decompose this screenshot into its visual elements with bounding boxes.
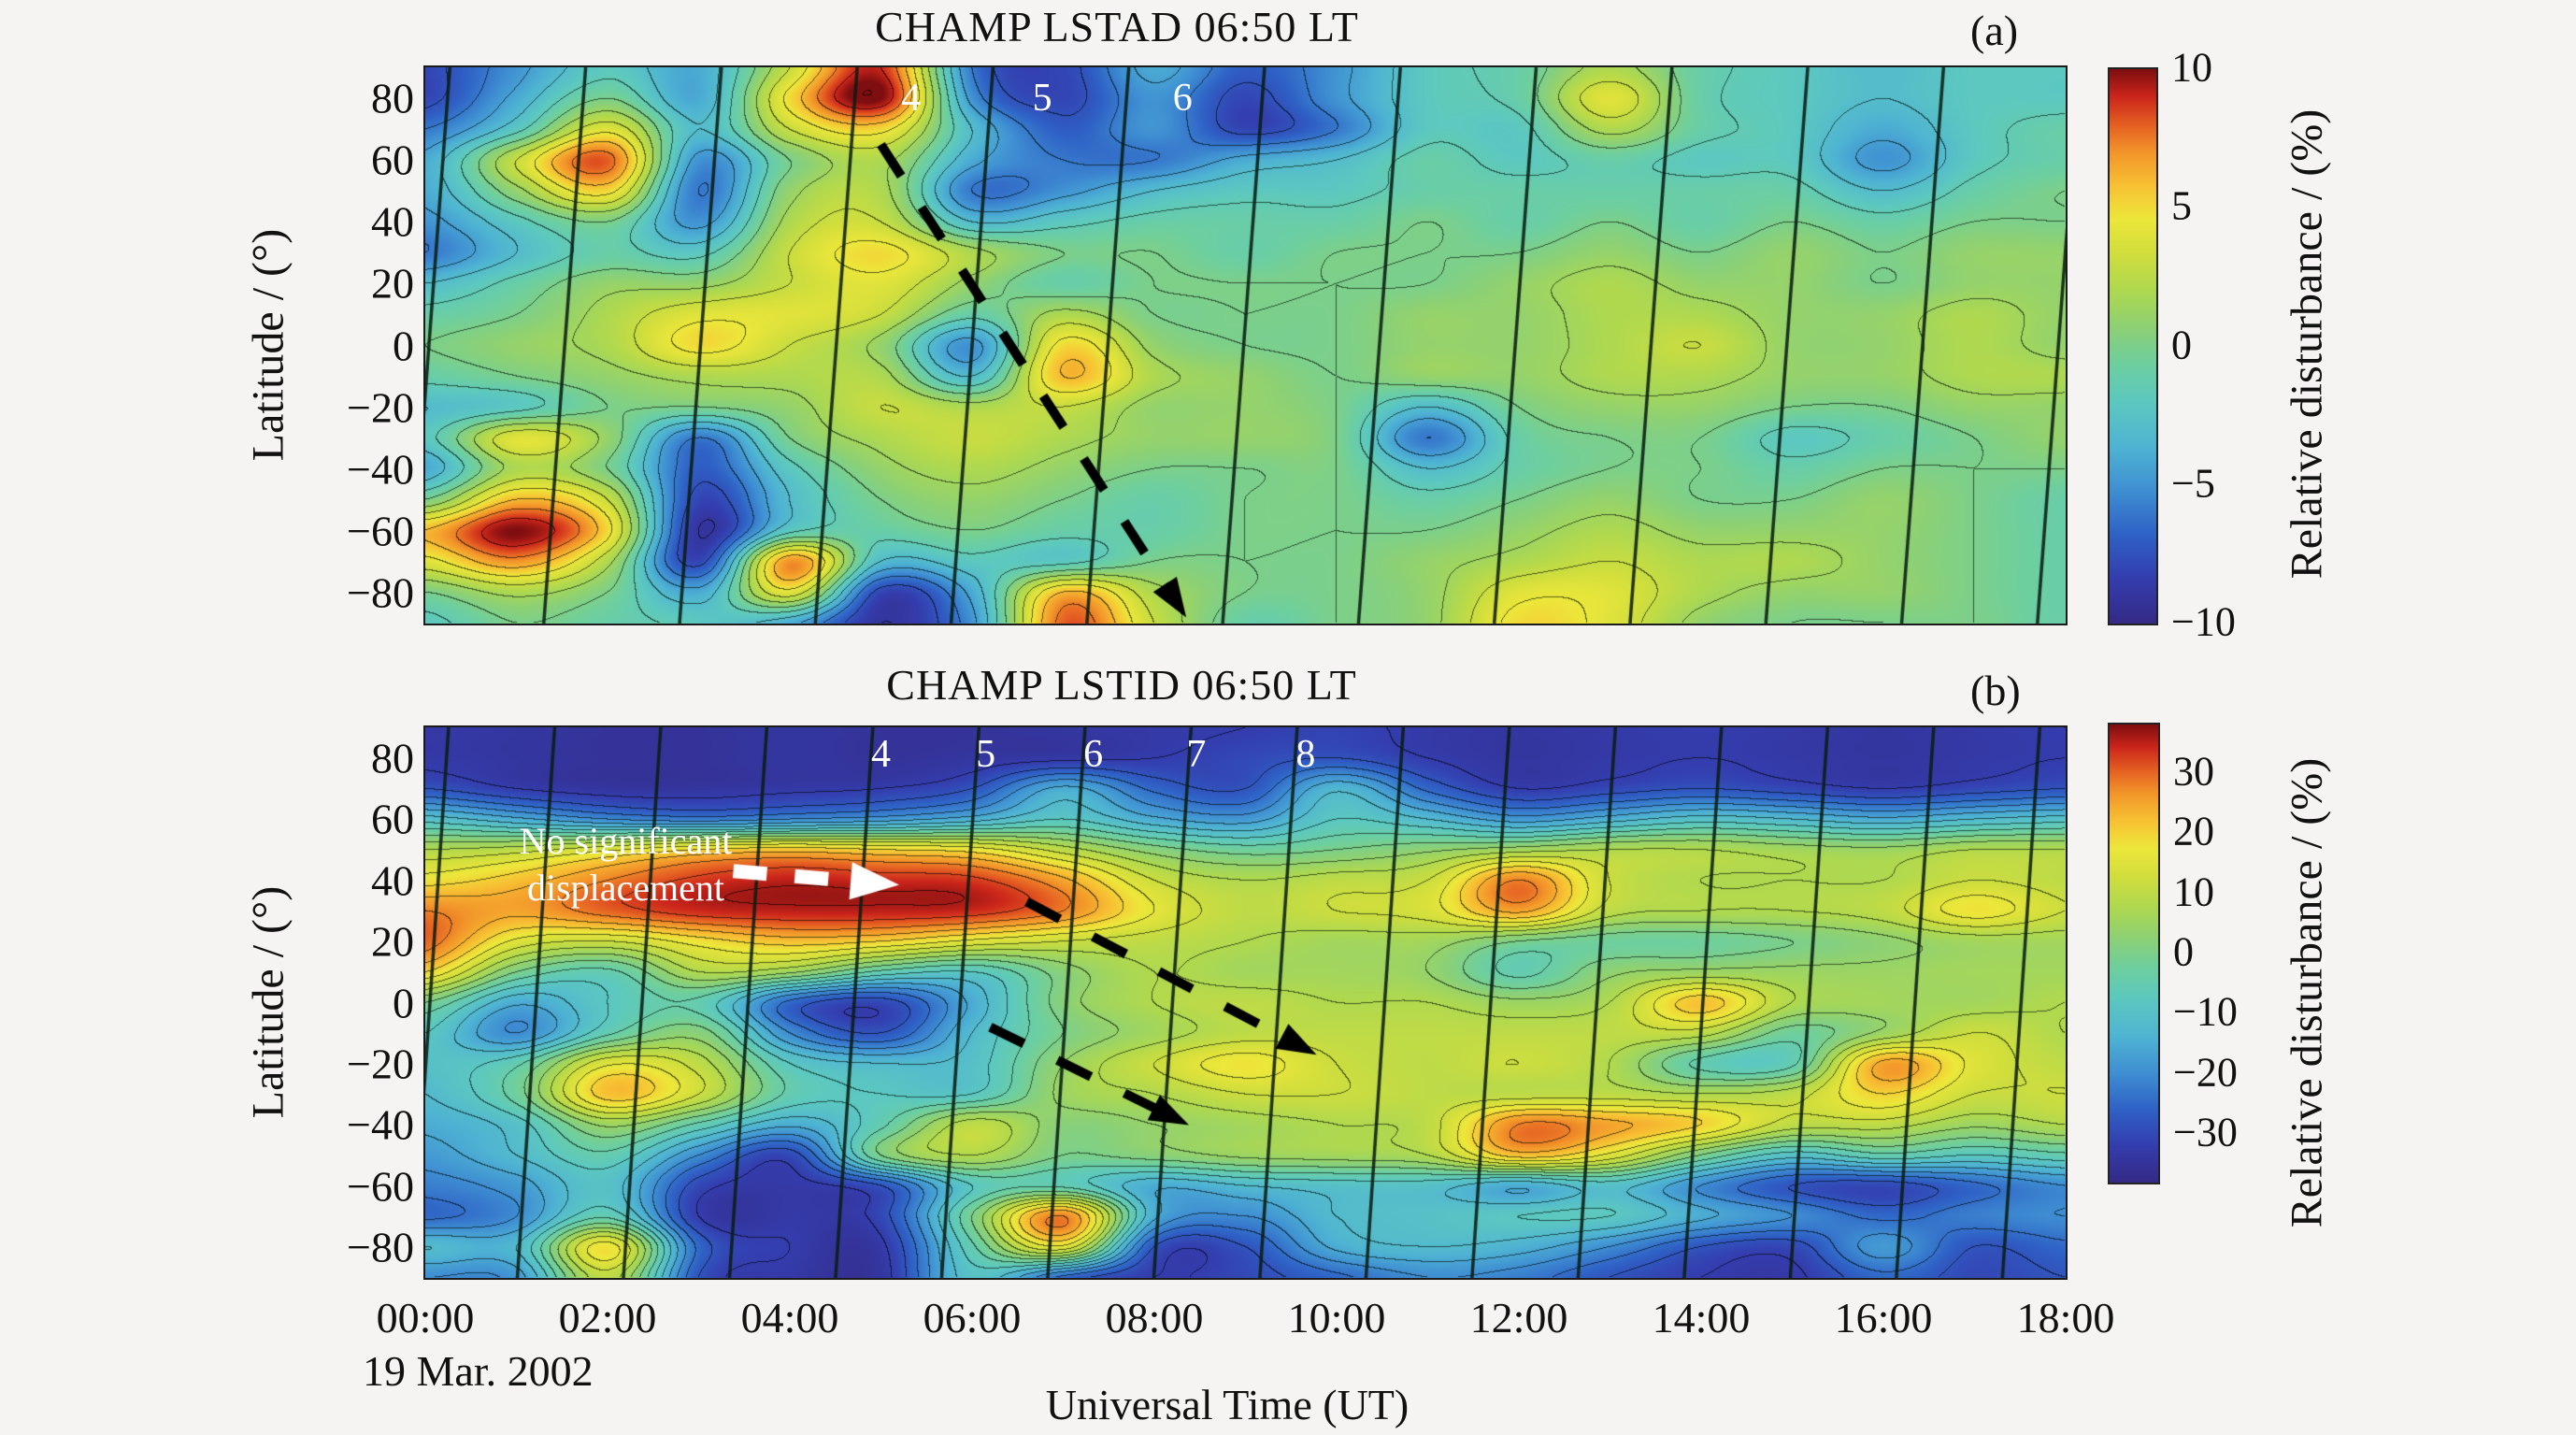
panel-b-y-tick-label: −20	[347, 1040, 414, 1088]
panel-b-y-tick-label: 20	[371, 917, 414, 966]
x-tick-label: 18:00	[2016, 1294, 2115, 1342]
annotation-line-1: No significant	[519, 820, 733, 863]
panel-b-y-tick-label: 0	[393, 979, 414, 1026]
panel-b-y-tick-label: 80	[371, 734, 414, 782]
colorbar-b-tick-label: −30	[2173, 1109, 2238, 1155]
panel-a-y-axis-label: Latitude / (°)	[243, 228, 293, 462]
panel-a-heatmap	[425, 67, 2066, 624]
colorbar-a-tick-label: 0	[2171, 322, 2192, 367]
annotation-line-2: displacement	[526, 867, 725, 910]
date-label: 19 Mar. 2002	[363, 1347, 594, 1395]
x-tick-label: 08:00	[1105, 1294, 1204, 1342]
x-tick-label: 16:00	[1834, 1294, 1933, 1342]
no-significant-displacement-label: No significant displacement	[520, 818, 733, 911]
panel-b-corner-label: (b)	[1970, 667, 2021, 714]
x-axis-label: Universal Time (UT)	[1045, 1381, 1410, 1428]
panel-b-orbit-number: 7	[1186, 733, 1207, 777]
colorbar-b-tick-label: 30	[2173, 748, 2214, 795]
x-tick-label: 04:00	[740, 1294, 839, 1342]
panel-b-y-axis-label: Latitude / (°)	[243, 885, 293, 1119]
panel-a-y-tick-label: 40	[371, 197, 414, 246]
panel-a-orbit-number: 4	[901, 77, 922, 121]
panel-b-y-tick-label: 60	[371, 795, 414, 843]
panel-b-orbit-number: 5	[976, 733, 996, 777]
panel-a-y-tick-label: −60	[347, 507, 414, 555]
x-tick-label: 06:00	[923, 1294, 1022, 1342]
panel-b-y-tick-label: 40	[371, 856, 414, 905]
colorbar-a-tick-label: −10	[2171, 598, 2236, 645]
panel-a-y-tick-label: 60	[371, 136, 414, 184]
x-tick-label: 14:00	[1652, 1294, 1751, 1342]
panel-a-title: CHAMP LSTAD 06:50 LT	[875, 3, 1359, 50]
panel-a-y-tick-label: −40	[347, 445, 414, 494]
panel-a-y-tick-label: −20	[347, 383, 414, 432]
colorbar-b-tick-label: 20	[2173, 808, 2214, 854]
panel-b-orbit-number: 8	[1295, 733, 1316, 777]
panel-a-colorbar	[2108, 67, 2158, 625]
colorbar-a-tick-label: −5	[2171, 460, 2215, 507]
colorbar-b-tick-label: 0	[2173, 928, 2194, 975]
colorbar-b-tick-label: 10	[2173, 868, 2214, 915]
panel-b-title: CHAMP LSTID 06:50 LT	[886, 661, 1357, 709]
panel-a-orbit-number: 5	[1032, 77, 1052, 121]
x-tick-label: 00:00	[376, 1294, 475, 1342]
x-tick-label: 12:00	[1469, 1294, 1568, 1342]
colorbar-b-tick-label: −20	[2173, 1049, 2238, 1096]
panel-a-y-tick-label: 0	[393, 322, 414, 369]
panel-b-y-tick-label: −40	[347, 1100, 414, 1149]
panel-a-y-tick-label: −80	[347, 568, 414, 617]
colorbar-a-tick-label: 5	[2171, 182, 2192, 229]
panel-b-orbit-number: 4	[871, 733, 891, 777]
panel-b-colorbar	[2108, 723, 2160, 1184]
panel-a-y-tick-label: 20	[371, 259, 414, 308]
colorbar-b-tick-label: −10	[2173, 988, 2238, 1035]
panel-a-orbit-number: 6	[1172, 77, 1193, 121]
panel-b-orbit-number: 6	[1083, 733, 1104, 777]
colorbar-a-tick-label: 10	[2171, 44, 2212, 91]
panel-a-y-tick-label: 80	[371, 74, 414, 122]
panel-b-y-tick-label: −60	[347, 1162, 414, 1211]
panel-b-heatmap	[425, 727, 2066, 1278]
x-tick-label: 02:00	[558, 1294, 657, 1342]
panel-b-y-tick-label: −80	[347, 1223, 414, 1271]
panel-a-corner-label: (a)	[1970, 7, 2019, 54]
x-tick-label: 10:00	[1287, 1294, 1386, 1342]
panel-b-colorbar-label: Relative disturbance / (%)	[2282, 757, 2332, 1228]
panel-a-colorbar-label: Relative disturbance / (%)	[2282, 108, 2332, 580]
